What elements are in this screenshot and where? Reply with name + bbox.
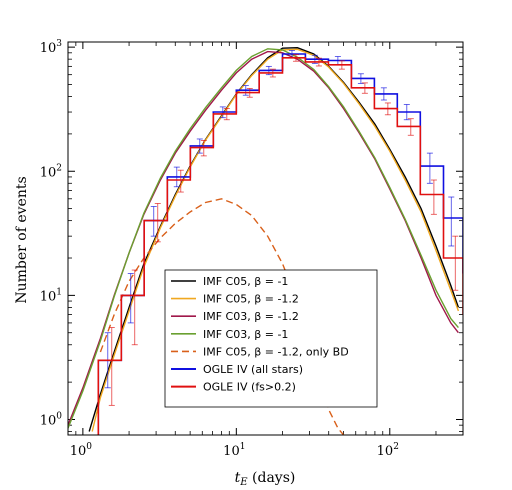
legend-label: IMF C05, β = -1.2, only BD (203, 345, 349, 358)
x-tick-label: 101 (223, 442, 245, 459)
x-axis-label-units: (days) (248, 470, 296, 486)
y-tick-label-exponent: 2 (56, 163, 62, 173)
legend-label: OGLE IV (fs>0.2) (203, 381, 296, 394)
series-histogram-ogle-iv-fs-0-2 (97, 54, 463, 435)
legend-entry-imf-c05-1: IMF C05, β = -1 (171, 275, 288, 288)
y-tick-label-exponent: 1 (56, 287, 62, 297)
legend-entries: IMF C05, β = -1 IMF C05, β = -1.2 IMF C03,… (171, 275, 349, 394)
plot-series (68, 46, 463, 435)
legend: IMF C05, β = -1 IMF C05, β = -1.2 IMF C03,… (164, 269, 378, 408)
x-tick-label-base: 10 (70, 444, 87, 459)
y-tick-label: 102 (40, 163, 62, 180)
y-tick-label-base: 10 (40, 413, 57, 428)
x-axis-label-main: t (235, 470, 241, 486)
x-tick-label-exponent: 1 (240, 442, 246, 452)
y-tick-label-base: 10 (40, 289, 57, 304)
y-tick-label: 100 (40, 411, 63, 428)
histogram-steps (97, 57, 463, 435)
legend-entry-ogle-iv-all-stars: OGLE IV (all stars) (171, 363, 303, 376)
legend-entry-imf-c05-1-2: IMF C05, β = -1.2 (171, 293, 299, 306)
legend-label: IMF C03, β = -1.2 (203, 310, 299, 323)
y-tick-label-base: 10 (40, 41, 57, 56)
legend-entry-imf-c03-1: IMF C03, β = -1 (171, 328, 288, 341)
x-tick-label-exponent: 2 (393, 442, 399, 452)
y-tick-label: 103 (40, 39, 63, 56)
legend-entry-ogle-iv-fs-0-2: OGLE IV (fs>0.2) (171, 381, 296, 394)
x-tick-label: 100 (70, 442, 93, 459)
x-axis-label: tE (days) (235, 470, 296, 488)
legend-label: IMF C03, β = -1 (203, 328, 288, 341)
y-axis-label: Number of events (14, 176, 30, 303)
x-tick-label-exponent: 0 (86, 442, 92, 452)
y-tick-label: 101 (40, 287, 62, 304)
legend-entry-imf-c05-1-2-only-bd: IMF C05, β = -1.2, only BD (171, 345, 349, 358)
x-axis-label-subscript: E (239, 477, 248, 488)
x-tick-label-base: 10 (223, 444, 240, 459)
legend-label: IMF C05, β = -1 (203, 275, 288, 288)
legend-label: IMF C05, β = -1.2 (203, 293, 299, 306)
series-line-imf-c05-1 (88, 46, 460, 432)
y-tick-label-base: 10 (40, 165, 57, 180)
legend-box (164, 269, 378, 408)
legend-label: OGLE IV (all stars) (203, 363, 303, 376)
series-line-imf-c05-1-2 (91, 48, 460, 432)
plot-frame (67, 41, 464, 436)
series-line-imf-c03-1 (68, 48, 459, 429)
y-tick-label-exponent: 0 (56, 411, 62, 421)
x-tick-label-base: 10 (377, 444, 394, 459)
x-tick-label: 102 (377, 442, 399, 459)
legend-entry-imf-c03-1-2: IMF C03, β = -1.2 (171, 310, 299, 323)
y-tick-label-exponent: 3 (56, 39, 62, 49)
